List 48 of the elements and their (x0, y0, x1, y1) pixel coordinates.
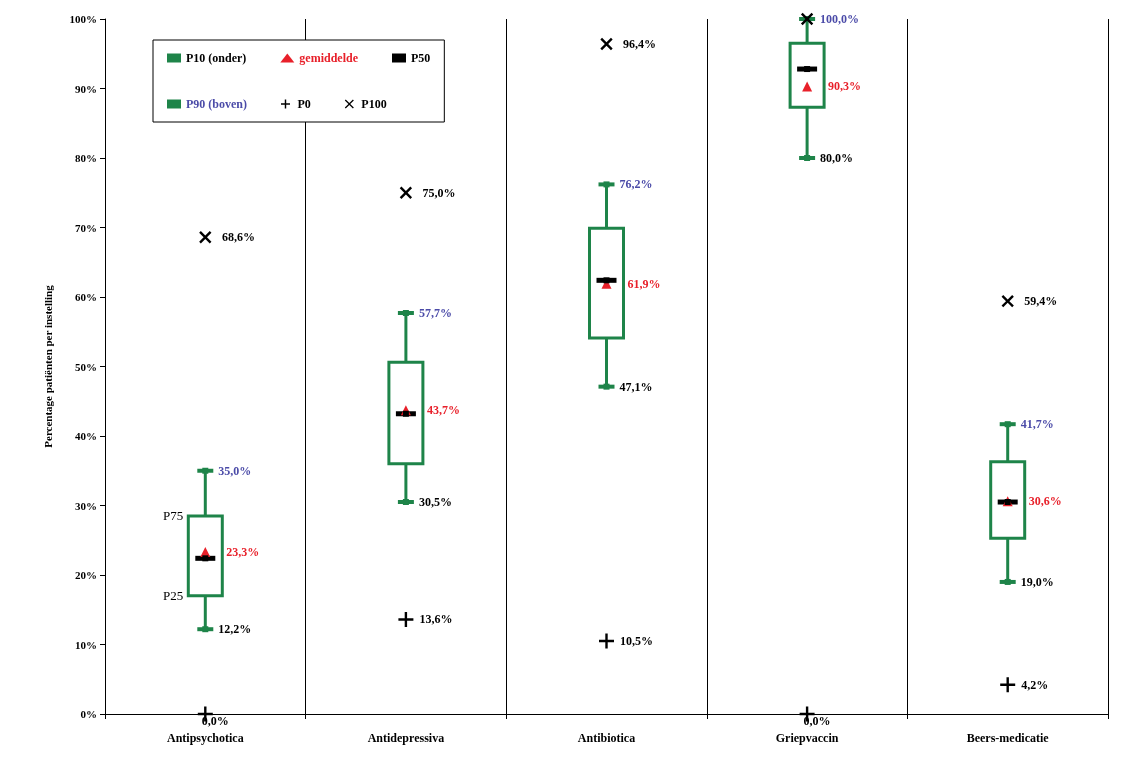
annotation: P75 (163, 508, 184, 524)
x-tick-label: Beers-medicatie (966, 731, 1050, 745)
y-tick-label: 60% (75, 291, 97, 303)
data-label: 61,9% (627, 276, 661, 291)
data-label: 30,6% (1028, 494, 1062, 509)
y-tick-label: 20% (75, 569, 97, 581)
data-label: 90,3% (828, 79, 862, 94)
data-label: 68,6% (221, 230, 255, 245)
data-label: 75,0% (422, 185, 456, 200)
data-label: 80,0% (820, 151, 854, 165)
data-label: 43,7% (426, 403, 460, 418)
data-label: 23,3% (226, 545, 260, 560)
legend-label: P100 (361, 97, 387, 111)
data-label: 59,4% (1024, 294, 1058, 309)
data-label: 35,0% (218, 463, 252, 478)
y-tick-label: 90% (75, 82, 97, 95)
data-label: 0,0% (201, 713, 229, 728)
data-label: 76,2% (619, 177, 653, 192)
x-tick-label: Antipsychotica (166, 731, 244, 745)
y-tick-label: 30% (75, 499, 97, 512)
x-tick-label: Antidepressiva (367, 731, 445, 745)
y-tick-label: 80% (75, 152, 97, 164)
legend-label: P0 (297, 97, 311, 111)
data-label: 12,2% (218, 622, 252, 637)
data-label: 13,6% (419, 612, 453, 627)
data-label: 4,2% (1021, 677, 1049, 692)
legend-label: P10 (onder) (186, 51, 247, 65)
y-tick-label: 40% (75, 430, 97, 442)
legend-label: P50 (410, 51, 431, 65)
data-label: 30,5% (418, 495, 452, 510)
y-tick-label: 70% (75, 221, 97, 234)
x-tick-label: Antibiotica (577, 731, 636, 745)
data-label: 10,5% (620, 634, 653, 649)
x-tick-label: Griepvaccin (775, 731, 839, 745)
data-label: 47,1% (619, 379, 653, 394)
data-label: 41,7% (1020, 417, 1054, 432)
data-label: 19,0% (1020, 574, 1054, 589)
y-tick-label: 10% (75, 638, 97, 651)
legend-label: gemiddelde (299, 51, 359, 65)
annotation: P25 (163, 588, 184, 604)
legend-label: P90 (boven) (186, 97, 247, 111)
y-tick-label: 0% (80, 708, 97, 720)
data-label: 57,7% (418, 305, 452, 320)
y-tick-label: 100% (69, 13, 97, 25)
y-axis-title: Percentage patiënten per instelling (41, 284, 54, 448)
data-label: 96,4% (623, 37, 657, 52)
y-tick-label: 50% (75, 360, 97, 373)
data-label: 100,0% (820, 12, 860, 26)
